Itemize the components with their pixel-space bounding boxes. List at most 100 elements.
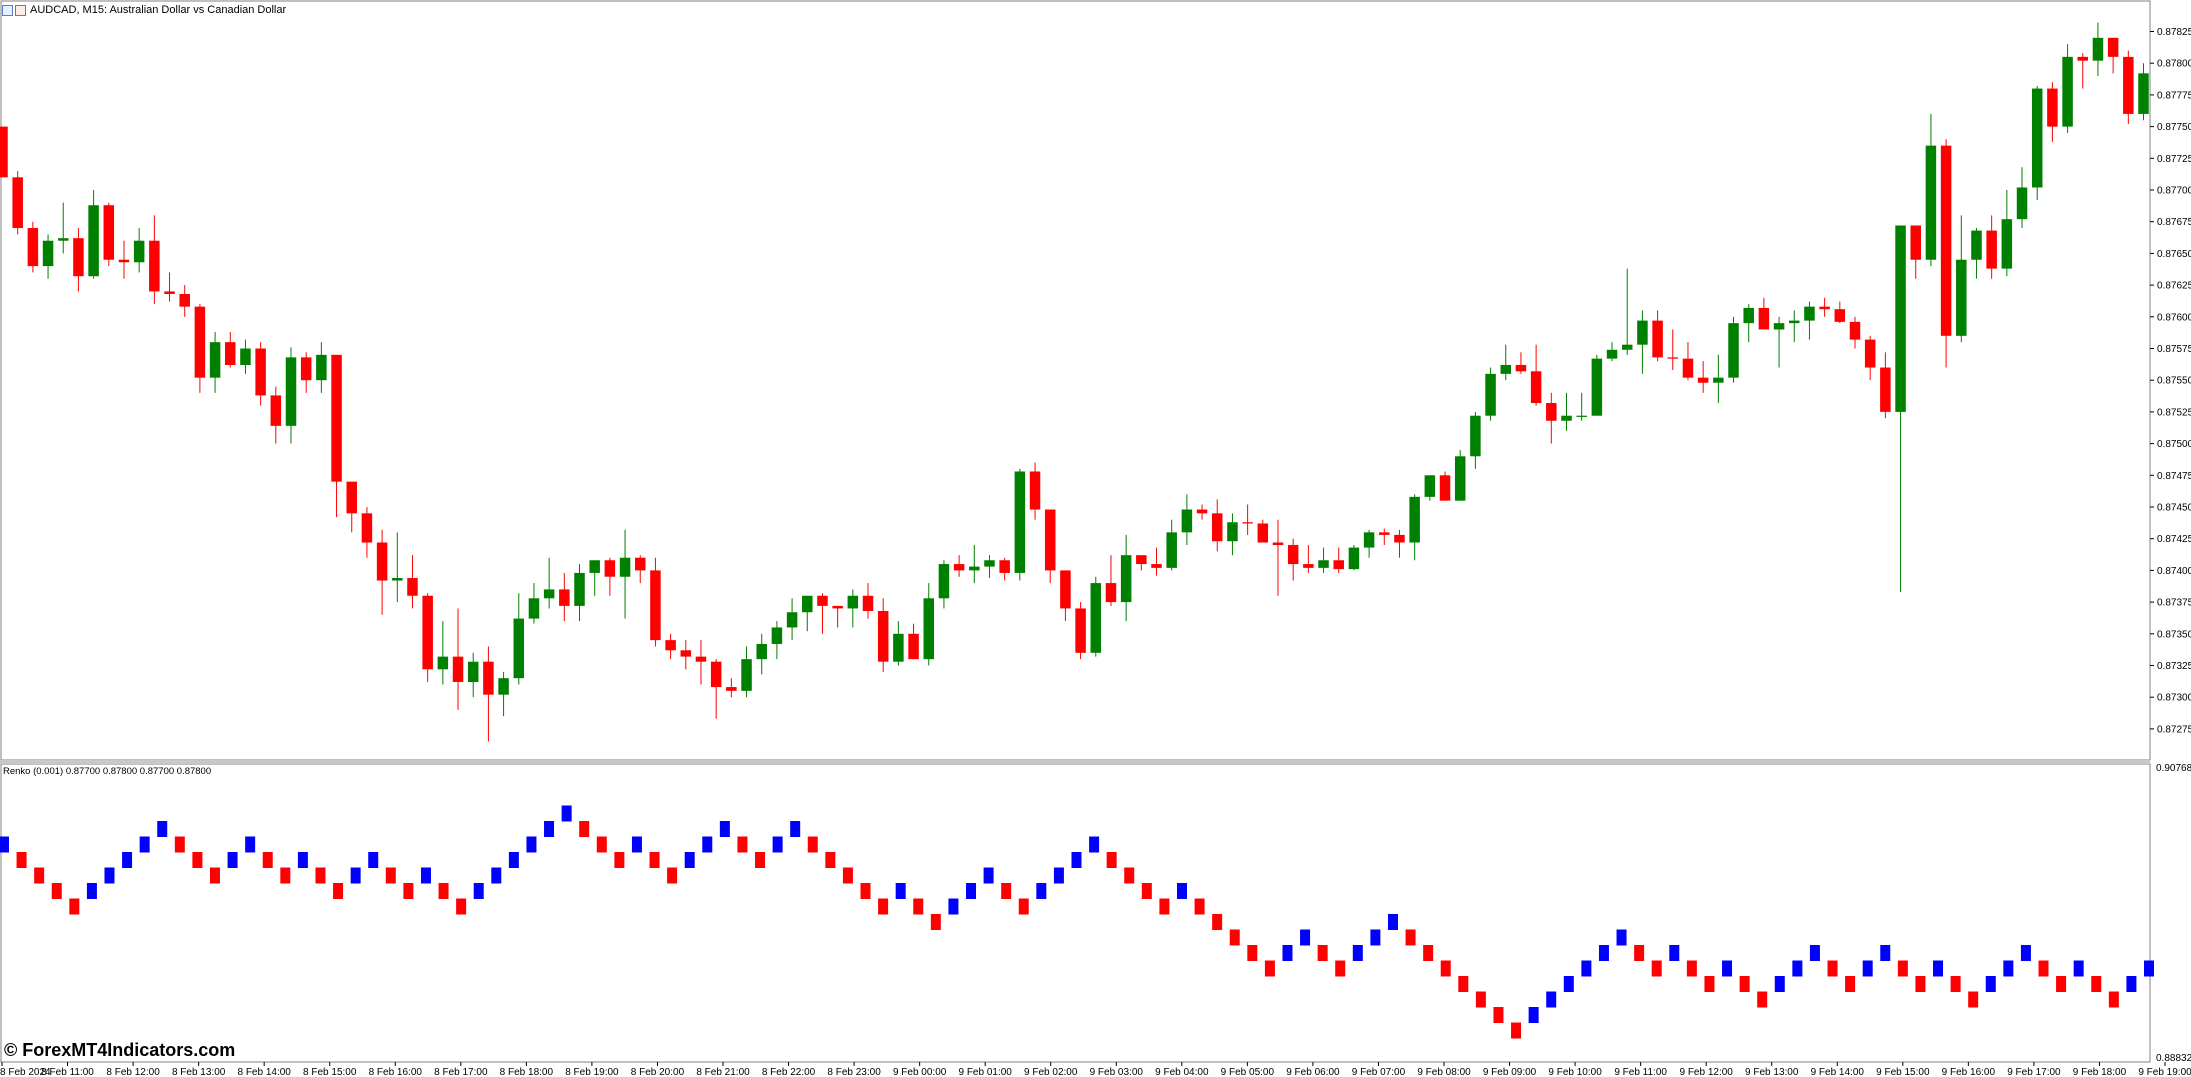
candle-body (665, 640, 676, 651)
candle (893, 621, 904, 666)
candle-body (57, 238, 69, 241)
candle-body (528, 598, 540, 619)
renko-brick (350, 867, 361, 884)
candle-body (2077, 56, 2089, 61)
candle-body (1105, 583, 1117, 603)
candle (1743, 304, 1754, 343)
candle (422, 593, 433, 682)
candle (240, 339, 251, 374)
candle-body (467, 661, 479, 682)
candle-body (285, 357, 297, 426)
candle (1637, 310, 1648, 374)
candle (1363, 529, 1375, 558)
candle (73, 228, 84, 292)
candle (1090, 576, 1102, 657)
renko-brick (1141, 883, 1152, 899)
candle (589, 560, 600, 596)
candle-body (1713, 377, 1724, 383)
chart-title: AUDCAD, M15: Australian Dollar vs Canadi… (30, 4, 287, 16)
renko-brick (2038, 960, 2049, 977)
candle (2092, 22, 2104, 76)
candle (1166, 519, 1177, 571)
candle-body (1971, 230, 1982, 260)
candle (756, 633, 767, 675)
candle (1864, 335, 1876, 381)
renko-brick (596, 836, 607, 853)
time-tick-label: 8 Feb 18:00 (500, 1067, 554, 1077)
candle (392, 532, 403, 603)
renko-brick (456, 898, 467, 915)
candle (2123, 50, 2134, 125)
time-tick-label: 8 Feb 20:00 (631, 1067, 685, 1077)
candle-body (1758, 307, 1770, 330)
candle (1272, 519, 1284, 596)
panel-separator[interactable] (0, 760, 2150, 764)
candle-body (209, 342, 221, 378)
renko-brick (702, 836, 713, 853)
candle (2047, 82, 2058, 142)
candle (1515, 352, 1527, 374)
candle-body (908, 633, 919, 660)
renko-brick (227, 852, 238, 868)
candle-body (1910, 225, 1921, 260)
candle-body (1621, 344, 1633, 350)
candle (467, 652, 479, 698)
candle (285, 347, 297, 444)
time-tick-label: 8 Feb 14:00 (237, 1067, 291, 1077)
candle (2016, 167, 2028, 229)
renko-brick (1704, 976, 1715, 992)
renko-plot-border (0, 763, 2151, 1063)
candle (118, 240, 130, 279)
chart-window-icon[interactable] (2, 4, 26, 16)
candle (1044, 509, 1056, 584)
price-tick-label: 0.87650 (2157, 249, 2191, 260)
candle-body (771, 627, 783, 644)
candle-body (589, 560, 600, 573)
candle-body (1743, 307, 1754, 324)
renko-brick (1018, 898, 1029, 915)
candle-body (407, 578, 418, 596)
candle (1591, 354, 1603, 416)
candle-body (300, 357, 312, 381)
candle (133, 228, 145, 273)
candle (2062, 44, 2073, 133)
renko-brick (737, 836, 748, 853)
price-tick-label: 0.87675 (2157, 217, 2191, 228)
candle-body (225, 342, 236, 365)
renko-brick (614, 852, 625, 868)
candle-body (999, 560, 1010, 573)
renko-brick (719, 821, 730, 837)
candle-body (179, 293, 190, 307)
candle (574, 564, 585, 622)
candle (938, 560, 950, 609)
renko-brick (1493, 1007, 1504, 1023)
candle-body (2107, 37, 2119, 57)
time-tick-label: 9 Feb 06:00 (1286, 1067, 1340, 1077)
renko-brick (209, 867, 220, 884)
candle (1318, 547, 1329, 573)
renko-brick (245, 836, 256, 853)
candle-body (498, 678, 509, 695)
candle (695, 640, 707, 685)
candle (407, 555, 418, 609)
time-tick-label: 8 Feb 11:00 (41, 1067, 94, 1077)
candle-body (1136, 555, 1147, 565)
time-tick-label: 9 Feb 07:00 (1352, 1067, 1406, 1077)
candle (331, 354, 342, 518)
renko-brick (1827, 960, 1838, 977)
renko-brick (473, 883, 484, 899)
renko-brick (1247, 945, 1258, 961)
renko-brick (1845, 976, 1856, 992)
candle-body (1834, 309, 1846, 322)
price-tick-label: 0.87700 (2157, 186, 2191, 197)
candle (346, 481, 357, 533)
candle-body (422, 595, 433, 670)
candle-body (1379, 532, 1390, 535)
renko-brick (1335, 960, 1346, 977)
price-tick-label: 0.87525 (2157, 407, 2191, 418)
candle (559, 572, 570, 622)
candle-body (194, 306, 206, 378)
price-tick-label: 0.87325 (2157, 661, 2191, 672)
renko-brick (842, 867, 853, 884)
